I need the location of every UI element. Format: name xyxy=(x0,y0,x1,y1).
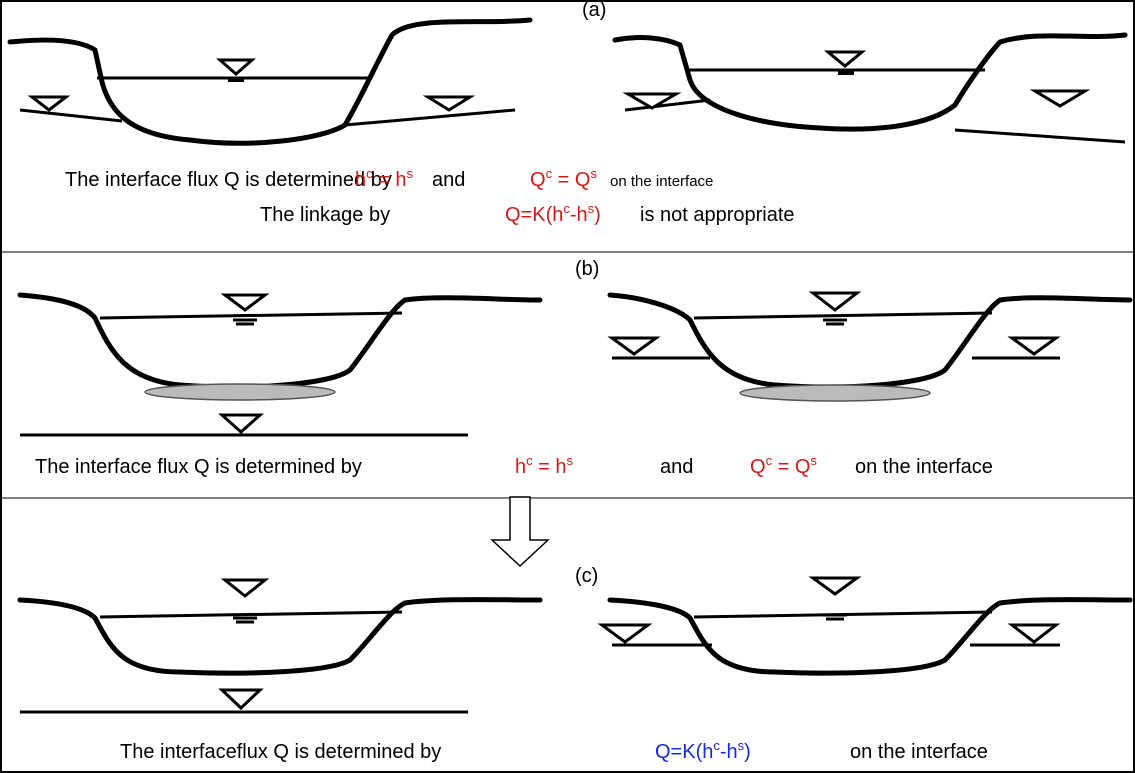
panel-label: (c) xyxy=(575,565,598,587)
figure: (a) (b) (c) The interface flux Q is determi… xyxy=(0,0,1135,773)
caption-text: is not appropriate xyxy=(640,204,795,226)
caption-text: on the interface xyxy=(610,173,713,190)
formula-part: ) xyxy=(744,741,751,763)
superscript: s xyxy=(590,166,597,181)
formula-part: h xyxy=(355,169,366,191)
formula-part: -h xyxy=(720,741,738,763)
caption-text: The interfaceflux Q is determined by xyxy=(120,741,441,763)
superscript: s xyxy=(407,166,414,181)
formula: hc = hs xyxy=(355,166,414,191)
formula-part: = h xyxy=(533,456,567,478)
formula-part: = Q xyxy=(772,456,810,478)
superscript: s xyxy=(567,453,574,468)
formula: Q=K(hc-hs) xyxy=(505,201,601,226)
superscript: s xyxy=(810,453,817,468)
formula-part: = h xyxy=(373,169,407,191)
caption-text: and xyxy=(660,456,693,478)
formula-part: ) xyxy=(594,204,601,226)
panel-label: (a) xyxy=(582,0,606,21)
caption-text: on the interface xyxy=(850,741,988,763)
formula-part: Q xyxy=(750,456,766,478)
caption-text: The linkage by xyxy=(260,204,390,226)
formula-part: -h xyxy=(570,204,588,226)
panel-label: (b) xyxy=(575,258,599,280)
formula-part: Q xyxy=(530,169,546,191)
caption-text: The interface flux Q is determined by xyxy=(35,456,362,478)
caption-text: and xyxy=(432,169,465,191)
formula-part: Q=K(h xyxy=(505,204,563,226)
formula-part: = Q xyxy=(552,169,590,191)
caption-text: The interface flux Q is determined by xyxy=(65,169,392,191)
formula: Qc = Qs xyxy=(530,166,597,191)
formula-part: h xyxy=(515,456,526,478)
formula: Qc = Qs xyxy=(750,453,817,478)
formula-part: Q=K(h xyxy=(655,741,713,763)
formula: Q=K(hc-hs) xyxy=(655,738,751,763)
caption-text: on the interface xyxy=(855,456,993,478)
formula: hc = hs xyxy=(515,453,574,478)
